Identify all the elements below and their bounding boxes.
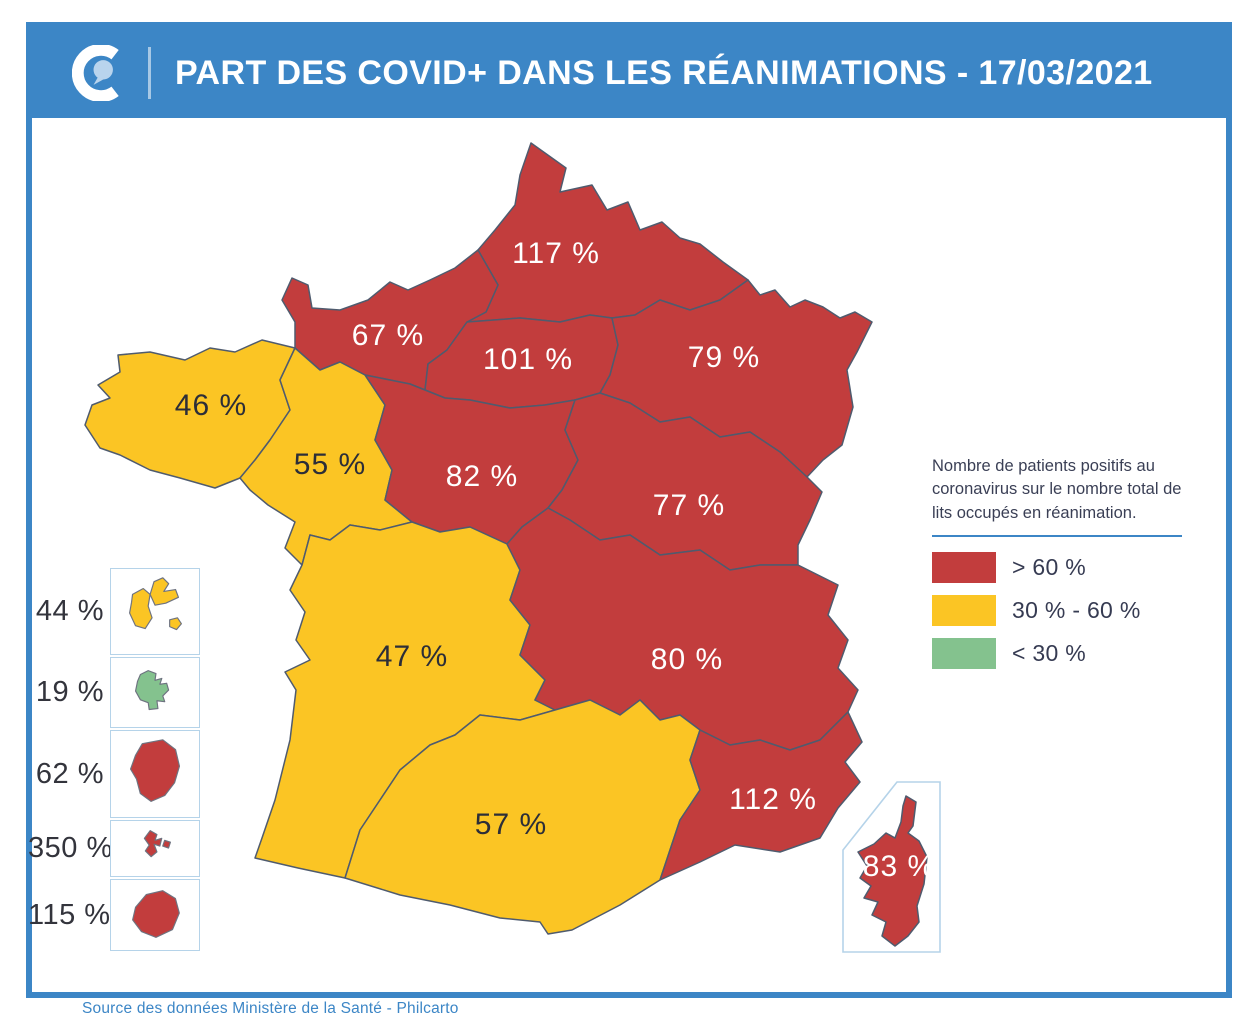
legend-item-yellow: 30 % - 60 % bbox=[932, 595, 1190, 627]
label-martinique: 19 % bbox=[35, 676, 104, 708]
label-nouvelle-aquitaine: 47 % bbox=[376, 640, 448, 673]
martinique-box bbox=[110, 657, 200, 728]
legend-swatch-red bbox=[932, 552, 996, 584]
legend: Nombre de patients positifs au coronavir… bbox=[932, 455, 1190, 681]
guadeloupe-box bbox=[110, 568, 200, 655]
page-title: PART DES COVID+ DANS LES RÉANIMATIONS - … bbox=[175, 53, 1153, 92]
label-reunion: 115 % bbox=[28, 898, 111, 931]
region-hauts-de-france bbox=[466, 142, 749, 323]
mayotte-shape bbox=[143, 830, 172, 858]
mayotte-box bbox=[110, 820, 200, 877]
legend-swatch-yellow bbox=[932, 595, 996, 627]
reunion-shape bbox=[132, 890, 180, 938]
checknews-logo-icon bbox=[72, 45, 119, 101]
label-occitanie: 57 % bbox=[475, 808, 547, 841]
region-corse bbox=[857, 795, 928, 947]
label-guadeloupe: 44 % bbox=[35, 595, 104, 627]
label-pays-de-la-loire: 55 % bbox=[294, 448, 366, 481]
overseas-row-guyane: 62 % bbox=[28, 730, 200, 818]
guyane-box bbox=[110, 730, 200, 818]
label-bretagne: 46 % bbox=[175, 389, 247, 422]
legend-label-yellow: 30 % - 60 % bbox=[1012, 597, 1141, 624]
region-paca bbox=[659, 711, 863, 881]
overseas-row-guadeloupe: 44 % bbox=[28, 568, 200, 655]
label-mayotte: 350 % bbox=[28, 832, 113, 864]
label-ile-de-france: 101 % bbox=[483, 343, 573, 376]
label-guyane: 62 % bbox=[35, 757, 104, 790]
header-bar: PART DES COVID+ DANS LES RÉANIMATIONS - … bbox=[32, 28, 1226, 118]
legend-item-red: > 60 % bbox=[932, 552, 1190, 584]
guadeloupe-shape bbox=[129, 577, 182, 631]
label-paca: 112 % bbox=[729, 783, 817, 816]
guyane-shape bbox=[129, 739, 181, 802]
reunion-box bbox=[110, 879, 200, 951]
label-grand-est: 79 % bbox=[688, 341, 760, 374]
label-bourgogne-franche-comte: 77 % bbox=[653, 489, 725, 522]
label-hauts-de-france: 117 % bbox=[512, 237, 600, 270]
region-occitanie bbox=[344, 699, 701, 935]
overseas-row-mayotte: 350 % bbox=[28, 820, 200, 877]
header-separator bbox=[148, 47, 151, 99]
label-corse: 83 % bbox=[863, 850, 935, 883]
overseas-row-martinique: 19 % bbox=[28, 657, 200, 728]
legend-description: Nombre de patients positifs au coronavir… bbox=[932, 457, 1182, 522]
legend-item-green: < 30 % bbox=[932, 638, 1190, 670]
legend-label-red: > 60 % bbox=[1012, 554, 1087, 581]
source-note: Source des données Ministère de la Santé… bbox=[82, 1000, 459, 1017]
label-centre-val-de-loire: 82 % bbox=[446, 460, 518, 493]
legend-swatch-green bbox=[932, 638, 996, 670]
legend-divider bbox=[932, 535, 1182, 538]
overseas-row-reunion: 115 % bbox=[28, 879, 200, 951]
label-auvergne-rhone-alpes: 80 % bbox=[651, 643, 723, 676]
label-normandie: 67 % bbox=[352, 319, 424, 352]
overseas-column: 44 % 19 % 62 % bbox=[28, 568, 200, 953]
martinique-shape bbox=[134, 670, 170, 711]
legend-label-green: < 30 % bbox=[1012, 640, 1087, 667]
